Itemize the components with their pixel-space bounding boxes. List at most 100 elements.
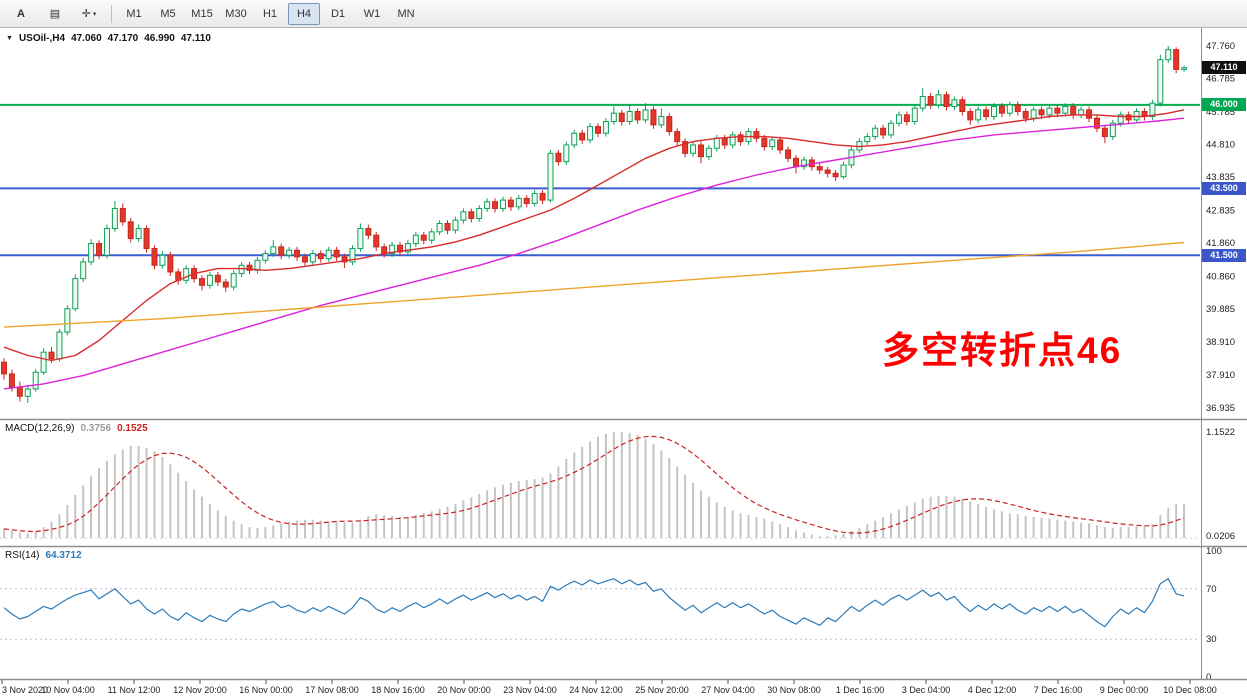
rsi-value: 64.3712	[45, 550, 82, 561]
time-axis-label: 30 Nov 08:00	[767, 685, 821, 695]
candle	[864, 136, 871, 143]
timeframe-button-m30[interactable]: M30	[225, 7, 247, 20]
objects-list-button[interactable]: ▤	[39, 3, 71, 25]
candle	[1093, 117, 1100, 129]
candle	[682, 141, 689, 154]
candle	[713, 137, 720, 149]
candle	[610, 112, 617, 123]
candle	[507, 199, 514, 208]
candle	[40, 351, 47, 373]
candle	[301, 256, 308, 263]
candle	[991, 106, 997, 118]
candle	[444, 222, 451, 231]
time-axis-label: 11 Nov 12:00	[108, 685, 161, 695]
candle	[943, 94, 950, 108]
candle	[206, 274, 213, 286]
candle	[294, 249, 301, 258]
candle	[919, 95, 926, 109]
candle	[214, 274, 221, 283]
candle	[1006, 104, 1013, 114]
candle	[911, 107, 918, 123]
symbol-timeframe-label: USOil-,H4	[18, 33, 66, 44]
candle	[183, 268, 190, 281]
candle	[159, 254, 166, 266]
candle	[697, 144, 704, 158]
chart-text-annotation[interactable]: 多空转折点46	[882, 330, 1123, 371]
candle	[761, 137, 768, 148]
time-axis[interactable]	[0, 680, 1201, 697]
timeframe-button-m5[interactable]: M5	[160, 7, 176, 20]
timeframe-button-d1[interactable]: D1	[330, 7, 346, 20]
candle	[729, 134, 736, 146]
price-axis-label: 47.760	[1206, 41, 1235, 52]
timeframe-button-h1[interactable]: H1	[262, 7, 278, 20]
text-tool-button-glyph: A	[17, 7, 25, 20]
candle	[246, 264, 253, 271]
macd-indicator-label: MACD(12,26,9) 0.3756 0.1525	[5, 423, 148, 434]
candle	[777, 139, 784, 151]
candle	[1070, 106, 1077, 116]
time-axis-label: 25 Nov 20:00	[635, 685, 689, 695]
candle	[872, 127, 879, 138]
price-axis-label: 43.835	[1206, 172, 1235, 183]
candle	[547, 152, 554, 201]
candle	[420, 234, 427, 241]
price-axis-label: 40.860	[1206, 272, 1235, 283]
timeframe-button-w1[interactable]: W1	[363, 7, 381, 20]
candle	[840, 164, 847, 178]
candle	[555, 152, 562, 163]
candle	[317, 253, 324, 260]
candle	[32, 371, 39, 390]
candle	[800, 159, 807, 168]
price-axis-label: 45.785	[1206, 107, 1235, 118]
candle	[1117, 114, 1124, 124]
candle	[785, 149, 792, 159]
candle	[832, 172, 839, 178]
price-badge-43.500: 43.500	[1202, 181, 1246, 195]
candle	[262, 253, 269, 261]
time-axis-label: 18 Nov 16:00	[371, 685, 425, 695]
price-badge-47.110: 47.110	[1202, 61, 1246, 75]
text-tool-button[interactable]: A	[5, 3, 37, 25]
time-axis-label: 9 Dec 00:00	[1100, 685, 1149, 695]
low-value: 46.990	[144, 33, 175, 44]
candle	[88, 243, 95, 263]
crosshair-dropdown[interactable]: ✛ ▾	[73, 3, 105, 25]
candle	[1038, 109, 1045, 116]
candle	[650, 109, 657, 126]
timeframe-button-h4[interactable]: H4	[288, 2, 320, 25]
price-axis[interactable]	[1202, 28, 1247, 679]
candle	[436, 222, 443, 233]
ma-fast-red	[3, 109, 1185, 362]
candle	[238, 264, 245, 275]
candle	[127, 221, 134, 240]
candle	[1157, 59, 1164, 104]
candle	[452, 219, 459, 231]
candle	[16, 386, 23, 397]
time-axis-label: 3 Nov 2020	[2, 685, 48, 695]
time-axis-label: 27 Nov 04:00	[701, 685, 755, 695]
rsi-line	[3, 578, 1185, 628]
time-axis-label: 23 Nov 04:00	[503, 685, 557, 695]
candle	[492, 201, 499, 209]
candle	[880, 127, 887, 136]
candle	[737, 134, 744, 143]
macd-name: MACD(12,26,9)	[5, 423, 75, 434]
candle	[103, 228, 110, 256]
ma-slow-orange	[3, 241, 1185, 328]
candle	[951, 99, 958, 108]
price-axis-label: 42.835	[1206, 206, 1235, 217]
candle	[365, 228, 372, 236]
candle	[753, 131, 760, 139]
macd-signal-value: 0.1525	[117, 423, 148, 434]
candle	[72, 278, 79, 310]
price-badge-46.000: 46.000	[1202, 98, 1246, 112]
candle	[460, 211, 467, 221]
caret-down-icon: ▾	[92, 10, 97, 18]
time-axis-label: 4 Dec 12:00	[968, 685, 1017, 695]
timeframe-button-m15[interactable]: M15	[191, 7, 213, 20]
candle	[539, 192, 546, 201]
toolbar-separator	[111, 4, 112, 23]
timeframe-button-m1[interactable]: M1	[126, 7, 142, 20]
timeframe-button-mn[interactable]: MN	[397, 7, 415, 20]
